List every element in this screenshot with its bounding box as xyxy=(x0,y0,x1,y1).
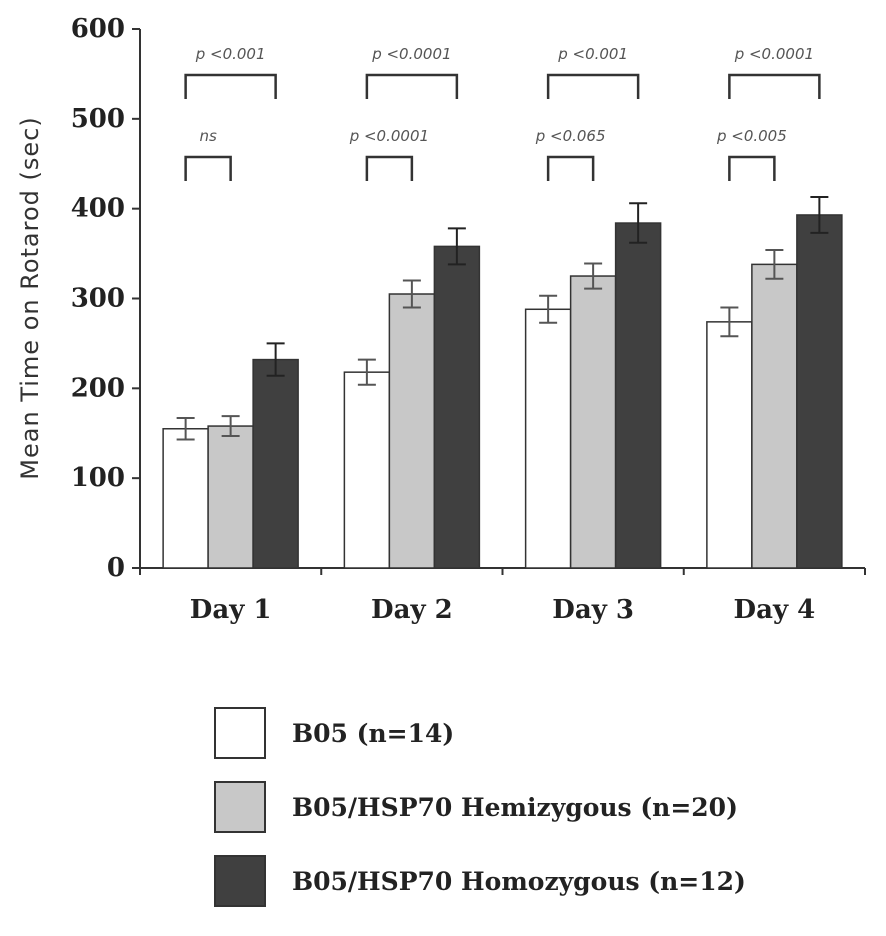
y-tick-label: 200 xyxy=(71,373,125,403)
significance-bracket xyxy=(546,73,640,99)
legend-label: B05/HSP70 Homozygous (n=12) xyxy=(292,867,746,896)
legend-swatch xyxy=(214,781,266,833)
bar xyxy=(162,428,209,569)
axes: 0 100 200 300 400 500 600 Day 1 Day 2 Day 3 Day 4 xyxy=(71,14,866,625)
significance-bracket xyxy=(184,73,277,99)
significance-bracket xyxy=(184,155,232,181)
legend-swatch xyxy=(214,707,266,759)
legend-swatch xyxy=(214,855,266,907)
legend-label: B05 (n=14) xyxy=(292,719,454,748)
bars xyxy=(162,195,843,569)
significance-annotations: p <0.001 ns p <0.0001 p <0.0001 p <0.001 p <0… xyxy=(184,45,821,181)
significance-label: ns xyxy=(199,127,217,145)
significance-label: p <0.0001 xyxy=(371,45,451,63)
legend-label: B05/HSP70 Hemizygous (n=20) xyxy=(292,793,738,822)
y-tick-label: 500 xyxy=(71,104,125,134)
bar xyxy=(388,293,436,569)
bar xyxy=(569,275,617,569)
significance-bracket xyxy=(728,155,776,181)
y-tick-label: 400 xyxy=(71,194,125,224)
y-tick-label: 0 xyxy=(107,553,125,583)
significance-bracket xyxy=(728,73,821,99)
significance-label: p <0.065 xyxy=(535,127,606,145)
bar xyxy=(433,245,481,569)
bar xyxy=(614,222,662,569)
y-tick-label: 600 xyxy=(71,14,125,44)
significance-label: p <0.001 xyxy=(195,45,266,63)
x-tick-label: Day 4 xyxy=(734,595,816,625)
significance-label: p <0.0001 xyxy=(349,127,429,145)
bar xyxy=(207,425,254,569)
y-tick-label: 300 xyxy=(71,284,125,314)
significance-label: p <0.0001 xyxy=(734,45,814,63)
significance-bracket xyxy=(546,155,595,181)
x-tick-label: Day 1 xyxy=(190,595,272,625)
legend: B05 (n=14) B05/HSP70 Hemizygous (n=20) B05… xyxy=(214,707,746,907)
x-tick-label: Day 2 xyxy=(371,595,453,625)
x-tick-label: Day 3 xyxy=(552,595,634,625)
significance-label: p <0.001 xyxy=(557,45,628,63)
bar xyxy=(796,214,843,569)
bar xyxy=(343,371,391,569)
significance-bracket xyxy=(365,155,414,181)
bar xyxy=(751,263,798,569)
significance-bracket xyxy=(365,73,459,99)
y-axis-label: Mean Time on Rotarod (sec) xyxy=(16,116,44,479)
bar xyxy=(524,308,572,569)
bar xyxy=(252,358,299,569)
significance-label: p <0.005 xyxy=(716,127,787,145)
bar xyxy=(706,321,753,569)
y-tick-label: 100 xyxy=(71,463,125,493)
